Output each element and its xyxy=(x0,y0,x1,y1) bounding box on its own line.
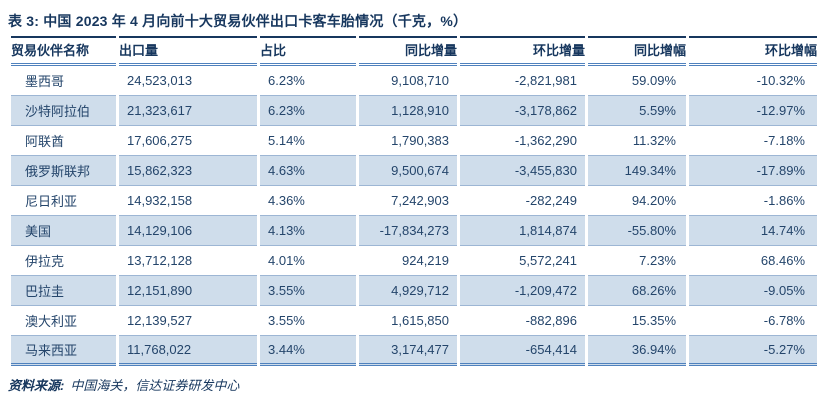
share-cell: 5.14% xyxy=(260,126,356,156)
mom-change-cell: -2,821,981 xyxy=(460,66,585,96)
mom-growth-cell: 14.74% xyxy=(689,216,817,246)
share-cell: 6.23% xyxy=(260,66,356,96)
mom-growth-cell: -12.97% xyxy=(689,96,817,126)
mom-growth-cell: -17.89% xyxy=(689,156,817,186)
column-header-partner-name: 贸易伙伴名称 xyxy=(11,36,116,66)
mom-change-cell: -654,414 xyxy=(460,336,585,366)
column-header-yoy-growth: 同比增幅 xyxy=(588,36,686,66)
table-row: 马来西亚 11,768,022 3.44% 3,174,477 -654,414 36.9… xyxy=(11,336,817,366)
header-row: 贸易伙伴名称 出口量 占比 同比增量 环比增量 同比增幅 环比增幅 xyxy=(11,36,817,66)
table-row: 墨西哥 24,523,013 6.23% 9,108,710 -2,821,981 59.… xyxy=(11,66,817,96)
yoy-change-cell: -17,834,273 xyxy=(359,216,457,246)
partner-name-cell: 巴拉圭 xyxy=(11,276,116,306)
column-header-yoy-change: 同比增量 xyxy=(359,36,457,66)
partner-name-cell: 墨西哥 xyxy=(11,66,116,96)
export-volume-cell: 12,139,527 xyxy=(119,306,257,336)
yoy-change-cell: 3,174,477 xyxy=(359,336,457,366)
mom-growth-cell: -1.86% xyxy=(689,186,817,216)
share-cell: 4.36% xyxy=(260,186,356,216)
yoy-change-cell: 7,242,903 xyxy=(359,186,457,216)
export-volume-cell: 14,129,106 xyxy=(119,216,257,246)
export-volume-cell: 11,768,022 xyxy=(119,336,257,366)
yoy-growth-cell: 149.34% xyxy=(588,156,686,186)
partner-name-cell: 沙特阿拉伯 xyxy=(11,96,116,126)
yoy-change-cell: 4,929,712 xyxy=(359,276,457,306)
source-note-text: 中国海关，信达证券研发中心 xyxy=(70,378,240,393)
mom-growth-cell: -6.78% xyxy=(689,306,817,336)
yoy-growth-cell: 5.59% xyxy=(588,96,686,126)
export-volume-cell: 15,862,323 xyxy=(119,156,257,186)
mom-change-cell: -882,896 xyxy=(460,306,585,336)
mom-growth-cell: 68.46% xyxy=(689,246,817,276)
mom-change-cell: -3,178,862 xyxy=(460,96,585,126)
source-note-label: 资料来源: xyxy=(8,378,65,393)
export-volume-cell: 24,523,013 xyxy=(119,66,257,96)
column-header-mom-change: 环比增量 xyxy=(460,36,585,66)
export-volume-cell: 17,606,275 xyxy=(119,126,257,156)
column-header-export-volume: 出口量 xyxy=(119,36,257,66)
mom-change-cell: -1,209,472 xyxy=(460,276,585,306)
mom-change-cell: 5,572,241 xyxy=(460,246,585,276)
yoy-growth-cell: 94.20% xyxy=(588,186,686,216)
yoy-growth-cell: 68.26% xyxy=(588,276,686,306)
source-note: 资料来源: 中国海关，信达证券研发中心 xyxy=(8,375,823,394)
share-cell: 6.23% xyxy=(260,96,356,126)
partner-name-cell: 俄罗斯联邦 xyxy=(11,156,116,186)
table-row: 沙特阿拉伯 21,323,617 6.23% 1,128,910 -3,178,862 5… xyxy=(11,96,817,126)
yoy-growth-cell: 11.32% xyxy=(588,126,686,156)
export-volume-cell: 12,151,890 xyxy=(119,276,257,306)
yoy-growth-cell: 59.09% xyxy=(588,66,686,96)
yoy-change-cell: 1,615,850 xyxy=(359,306,457,336)
table-row: 尼日利亚 14,932,158 4.36% 7,242,903 -282,249 94.2… xyxy=(11,186,817,216)
share-cell: 4.63% xyxy=(260,156,356,186)
share-cell: 3.44% xyxy=(260,336,356,366)
export-volume-cell: 21,323,617 xyxy=(119,96,257,126)
trade-partners-table: 贸易伙伴名称 出口量 占比 同比增量 环比增量 同比增幅 环比增幅 墨西哥 24,… xyxy=(8,36,820,366)
mom-growth-cell: -9.05% xyxy=(689,276,817,306)
column-header-share: 占比 xyxy=(260,36,356,66)
share-cell: 3.55% xyxy=(260,276,356,306)
share-cell: 4.01% xyxy=(260,246,356,276)
mom-growth-cell: -7.18% xyxy=(689,126,817,156)
table-title: 表 3: 中国 2023 年 4 月向前十大贸易伙伴出口卡客车胎情况（千克，%） xyxy=(8,13,468,29)
table-row: 美国 14,129,106 4.13% -17,834,273 1,814,874 -55… xyxy=(11,216,817,246)
table-header: 贸易伙伴名称 出口量 占比 同比增量 环比增量 同比增幅 环比增幅 xyxy=(11,36,817,66)
mom-change-cell: -1,362,290 xyxy=(460,126,585,156)
export-volume-cell: 14,932,158 xyxy=(119,186,257,216)
yoy-change-cell: 1,790,383 xyxy=(359,126,457,156)
yoy-change-cell: 1,128,910 xyxy=(359,96,457,126)
mom-change-cell: -3,455,830 xyxy=(460,156,585,186)
yoy-growth-cell: -55.80% xyxy=(588,216,686,246)
yoy-growth-cell: 36.94% xyxy=(588,336,686,366)
table-row: 巴拉圭 12,151,890 3.55% 4,929,712 -1,209,472 68.… xyxy=(11,276,817,306)
mom-change-cell: 1,814,874 xyxy=(460,216,585,246)
table-row: 伊拉克 13,712,128 4.01% 924,219 5,572,241 7.23% 6… xyxy=(11,246,817,276)
table-row: 俄罗斯联邦 15,862,323 4.63% 9,500,674 -3,455,830 1… xyxy=(11,156,817,186)
yoy-growth-cell: 15.35% xyxy=(588,306,686,336)
mom-growth-cell: -10.32% xyxy=(689,66,817,96)
table-row: 澳大利亚 12,139,527 3.55% 1,615,850 -882,896 15.3… xyxy=(11,306,817,336)
partner-name-cell: 尼日利亚 xyxy=(11,186,116,216)
yoy-change-cell: 924,219 xyxy=(359,246,457,276)
partner-name-cell: 澳大利亚 xyxy=(11,306,116,336)
partner-name-cell: 马来西亚 xyxy=(11,336,116,366)
mom-growth-cell: -5.27% xyxy=(689,336,817,366)
share-cell: 4.13% xyxy=(260,216,356,246)
yoy-change-cell: 9,108,710 xyxy=(359,66,457,96)
export-volume-cell: 13,712,128 xyxy=(119,246,257,276)
partner-name-cell: 美国 xyxy=(11,216,116,246)
partner-name-cell: 伊拉克 xyxy=(11,246,116,276)
column-header-mom-growth: 环比增幅 xyxy=(689,36,817,66)
mom-change-cell: -282,249 xyxy=(460,186,585,216)
table-body: 墨西哥 24,523,013 6.23% 9,108,710 -2,821,981 59.… xyxy=(11,66,817,366)
share-cell: 3.55% xyxy=(260,306,356,336)
table-row: 阿联酋 17,606,275 5.14% 1,790,383 -1,362,290 11.… xyxy=(11,126,817,156)
yoy-growth-cell: 7.23% xyxy=(588,246,686,276)
yoy-change-cell: 9,500,674 xyxy=(359,156,457,186)
partner-name-cell: 阿联酋 xyxy=(11,126,116,156)
